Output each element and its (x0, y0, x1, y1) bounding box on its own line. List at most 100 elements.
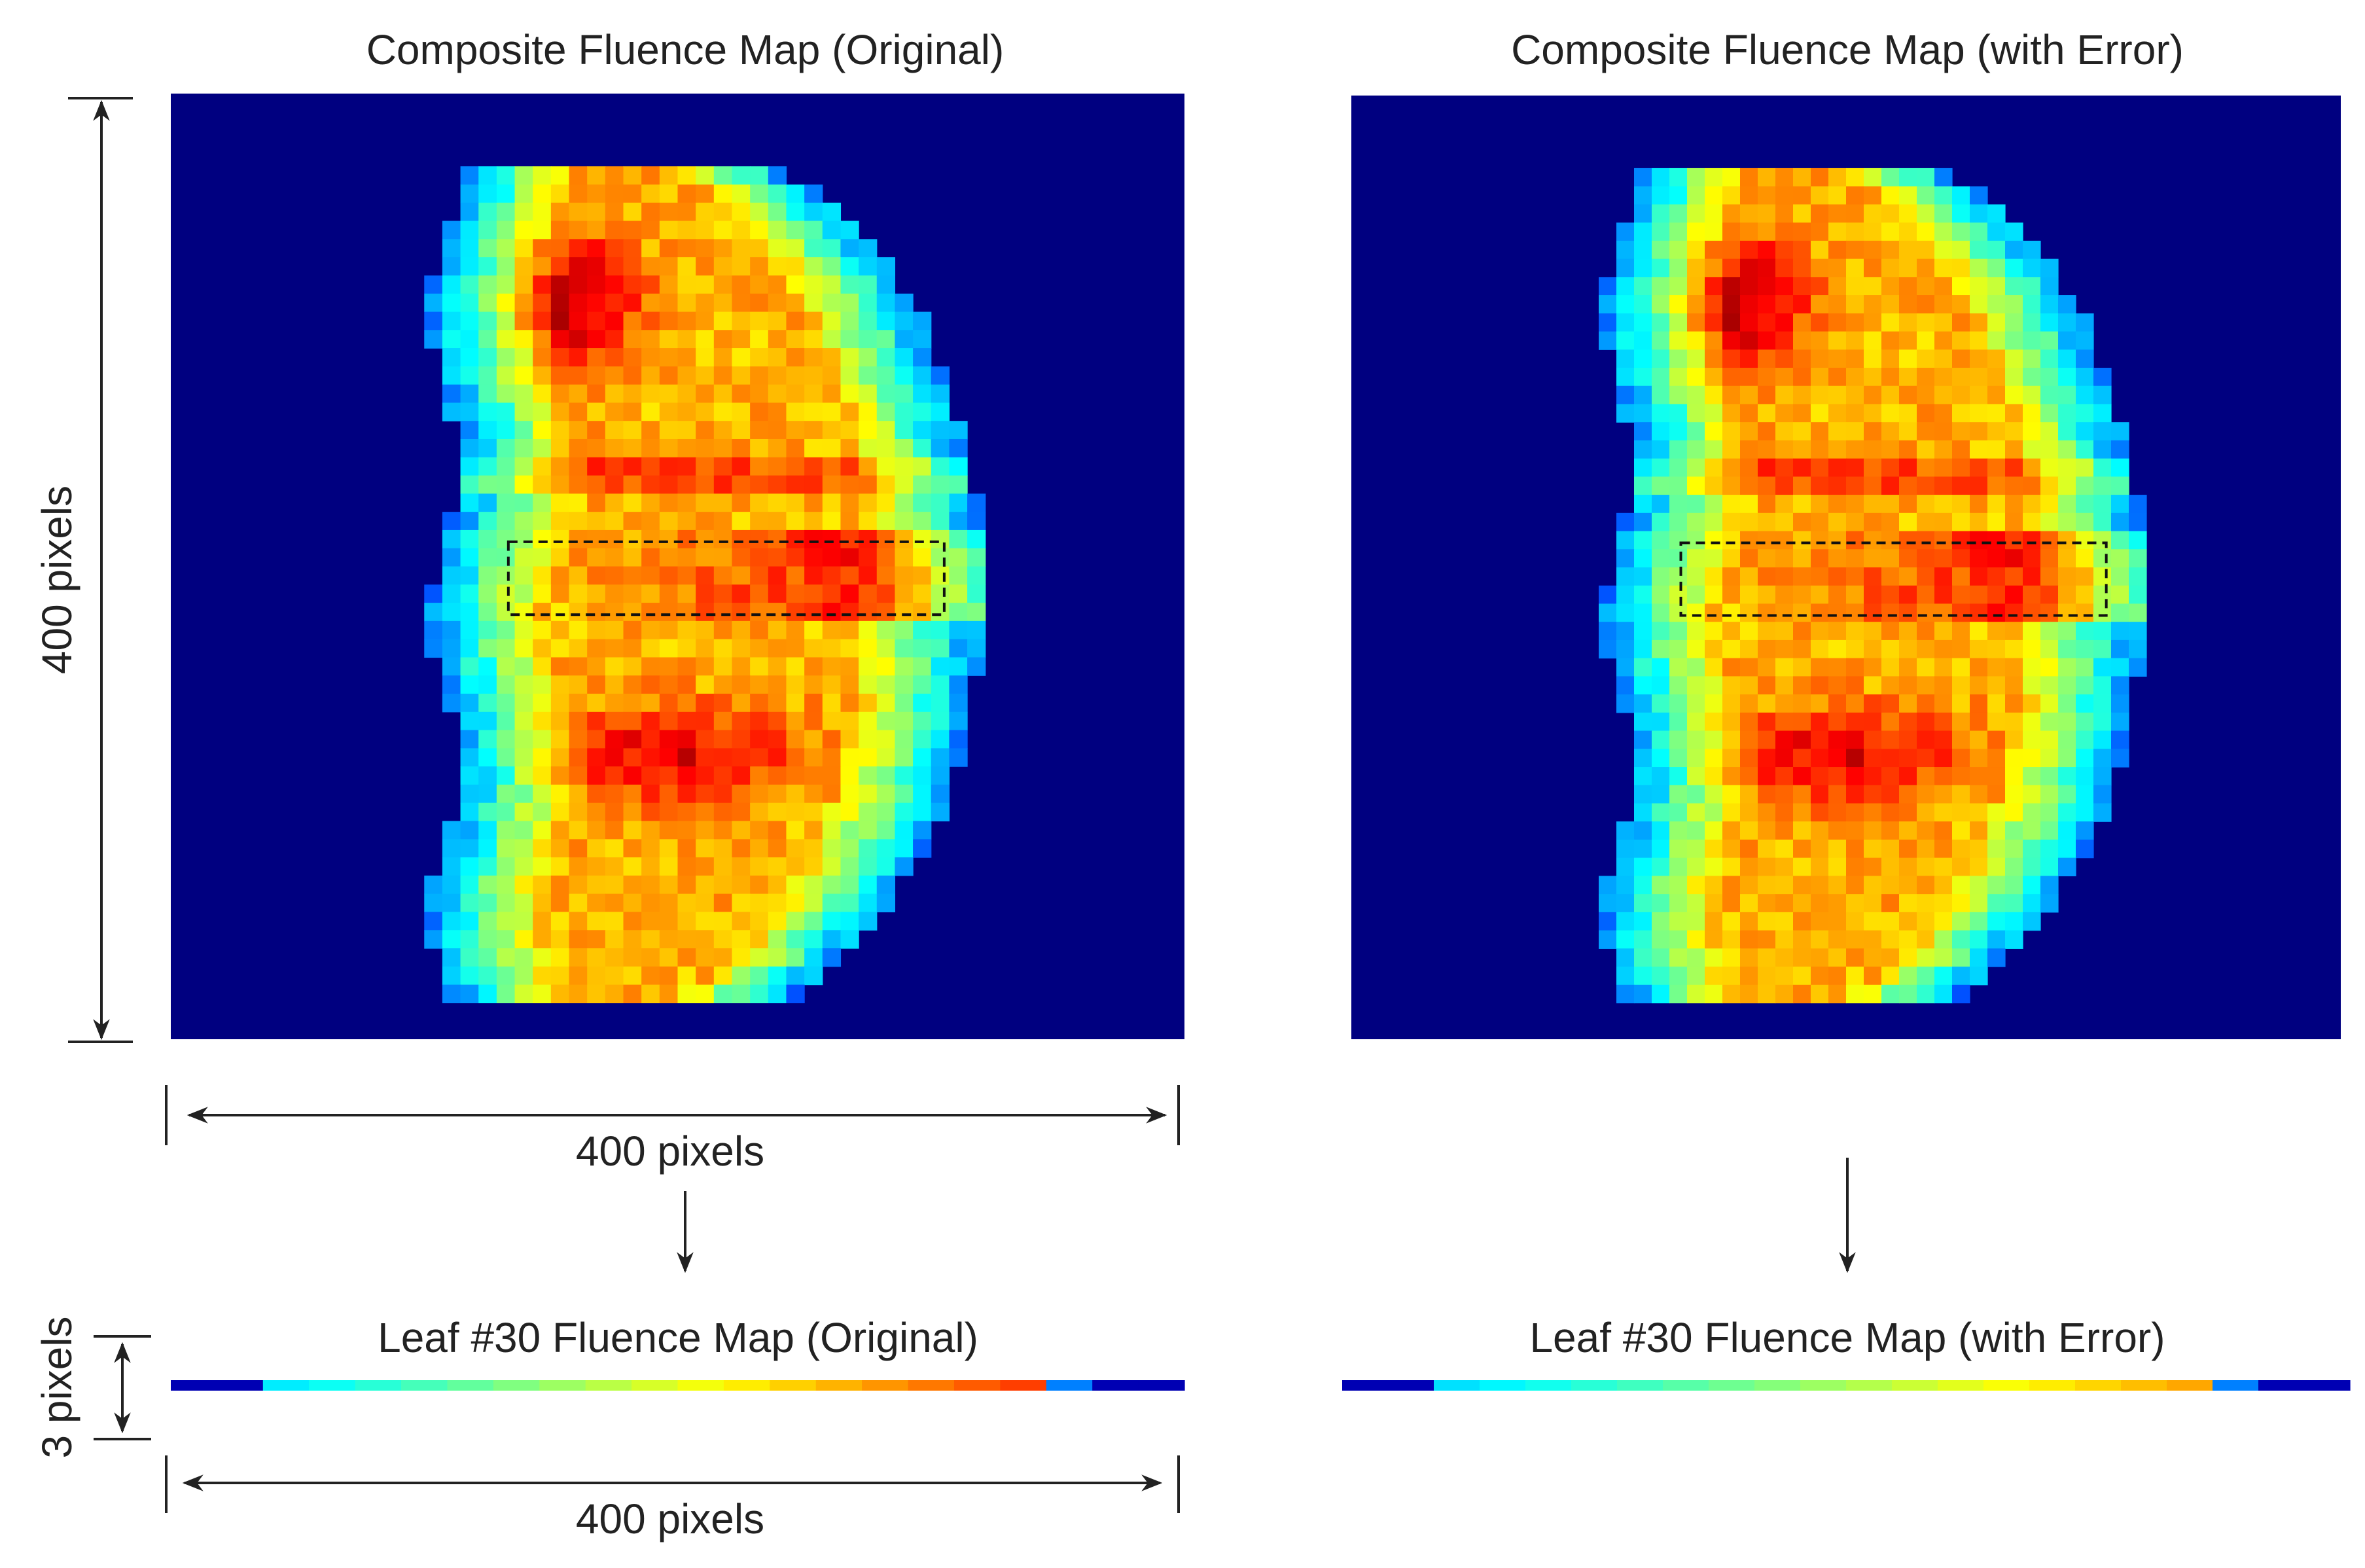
map-cell (1864, 313, 1882, 332)
map-cell (442, 620, 461, 640)
map-cell (1793, 730, 1811, 749)
map-cell (1793, 676, 1811, 695)
map-cell (623, 711, 642, 731)
map-cell (677, 512, 696, 531)
map-cell (1899, 476, 1917, 495)
map-cell (1599, 331, 1617, 350)
map-cell (1652, 223, 1670, 241)
map-cell (2093, 622, 2112, 641)
map-cell (1652, 567, 1670, 586)
map-cell (713, 966, 733, 986)
map-cell (1775, 730, 1794, 749)
map-cell (1899, 313, 1917, 332)
map-cell (2076, 676, 2094, 695)
map-cell (659, 584, 679, 603)
map-cell (496, 348, 516, 367)
map-cell (696, 348, 715, 367)
map-cell (1952, 258, 1970, 277)
map-cell (2076, 476, 2094, 495)
map-cell (587, 912, 606, 931)
map-cell (1846, 876, 1864, 895)
map-cell (623, 875, 642, 895)
map-cell (659, 748, 679, 767)
map-cell (1793, 894, 1811, 913)
map-cell (895, 312, 914, 330)
map-cell (2093, 676, 2112, 695)
map-cell (768, 330, 787, 349)
map-cell (641, 839, 660, 858)
map-cell (750, 312, 769, 330)
map-cell (1934, 495, 1953, 514)
map-cell (750, 984, 769, 1004)
map-cell (2023, 785, 2041, 804)
map-cell (1864, 476, 1882, 495)
map-cell (732, 293, 751, 313)
map-cell (696, 603, 715, 622)
map-cell (2093, 495, 2112, 514)
map-cell (1687, 694, 1705, 713)
map-cell (587, 948, 606, 967)
map-cell (2023, 639, 2041, 659)
map-cell (859, 857, 878, 876)
map-cell (1634, 567, 1652, 586)
map-cell (1669, 385, 1688, 405)
map-cell (478, 202, 497, 222)
map-cell (2111, 730, 2129, 749)
leaf-strip-cell (1434, 1380, 1480, 1391)
map-cell (786, 221, 805, 240)
map-cell (1970, 512, 1988, 532)
map-cell (1934, 422, 1953, 441)
map-cell (1952, 531, 1970, 550)
map-cell (1652, 948, 1670, 967)
map-cell (2058, 585, 2076, 605)
map-cell (677, 857, 696, 876)
map-cell (1934, 712, 1953, 732)
map-cell (569, 293, 588, 313)
map-cell (1705, 984, 1723, 1004)
map-cell (840, 694, 859, 713)
leaf-strip-cell (262, 1380, 310, 1391)
map-cell (478, 802, 497, 822)
map-cell (1793, 567, 1811, 586)
map-cell (496, 493, 516, 512)
map-cell (804, 566, 823, 585)
map-cell (2076, 639, 2094, 659)
map-cell (1616, 894, 1635, 913)
map-cell (1952, 223, 1970, 241)
leaf-title: Leaf #30 Fluence Map (Original) (378, 1314, 978, 1361)
map-cell (949, 694, 968, 713)
map-cell (2040, 876, 2059, 895)
map-cell (2058, 676, 2076, 695)
map-cell (1934, 385, 1953, 405)
map-cell (533, 402, 552, 421)
map-cell (1987, 639, 2006, 659)
map-cell (514, 529, 533, 549)
map-cell (2005, 277, 2023, 296)
map-cell (569, 784, 588, 804)
map-cell (840, 257, 859, 276)
map-cell (1828, 785, 1847, 804)
map-cell (732, 694, 751, 713)
map-cell (768, 857, 787, 876)
map-cell (641, 421, 660, 440)
map-cell (895, 639, 914, 658)
map-cell (1758, 803, 1776, 822)
map-cell (569, 529, 588, 549)
map-cell (514, 784, 533, 804)
map-cell (1987, 694, 2006, 713)
map-cell (1687, 258, 1705, 277)
map-cell (822, 603, 842, 622)
map-cell (1793, 639, 1811, 659)
map-cell (786, 766, 805, 785)
map-cell (1864, 204, 1882, 223)
map-cell (1705, 694, 1723, 713)
map-cell (641, 402, 660, 421)
map-cell (496, 366, 516, 385)
map-cell (859, 257, 878, 276)
map-cell (496, 930, 516, 949)
map-cell (641, 584, 660, 603)
map-cell (696, 639, 715, 658)
map-cell (1970, 549, 1988, 568)
map-cell (1828, 930, 1847, 949)
